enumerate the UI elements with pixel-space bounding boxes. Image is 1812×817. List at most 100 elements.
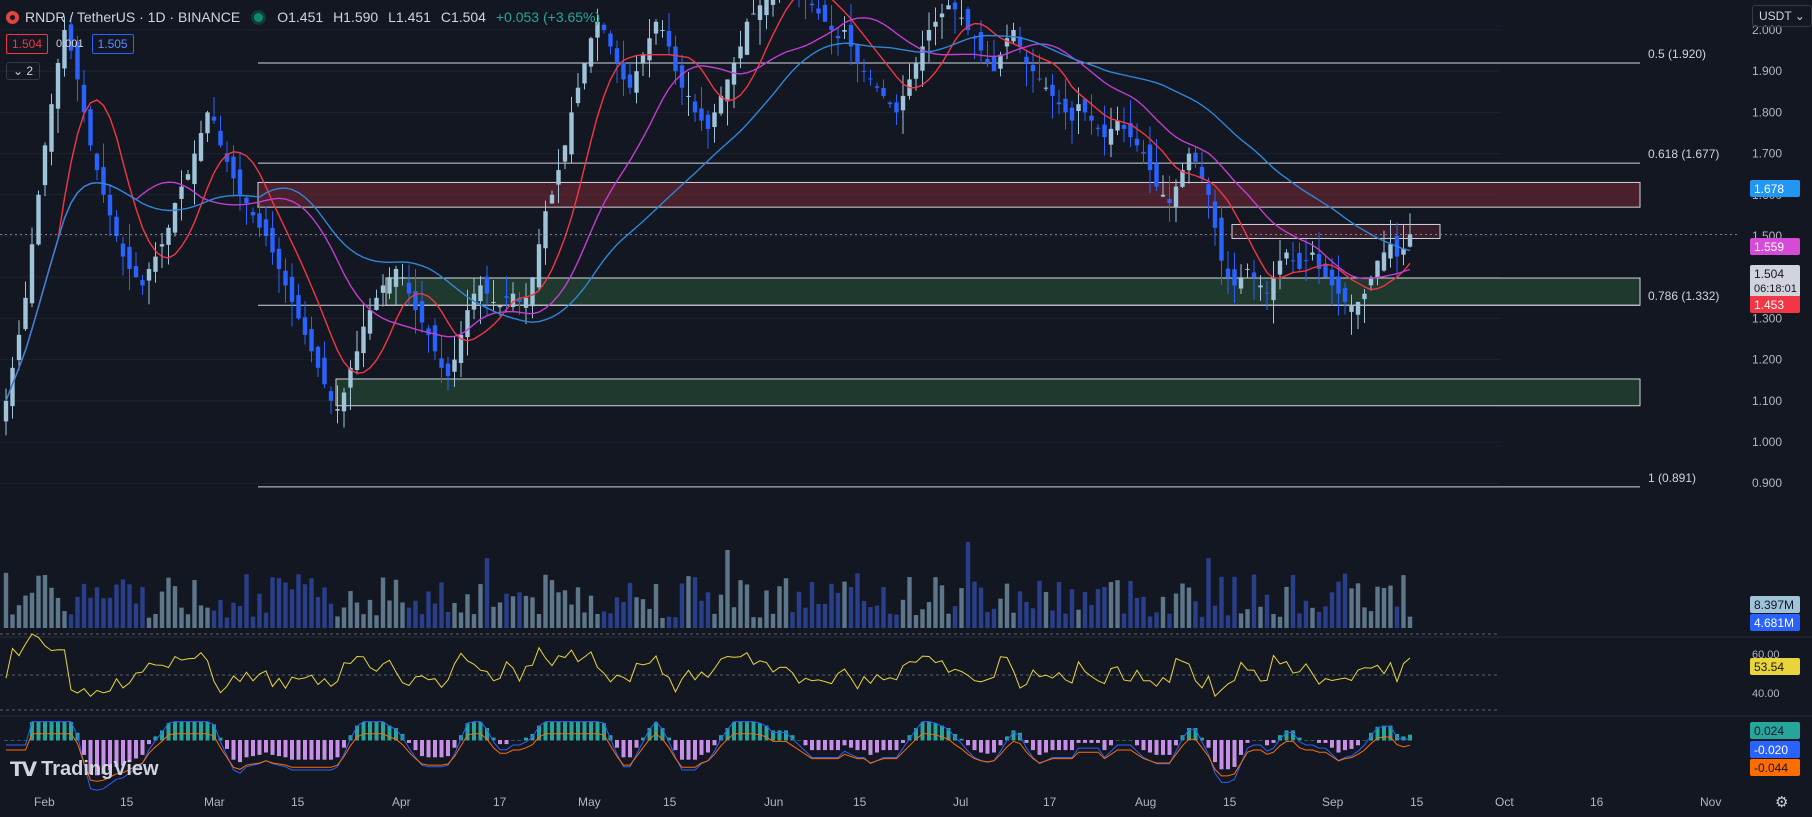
- candle: [81, 84, 87, 113]
- volume-bar: [1108, 582, 1114, 628]
- candle: [816, 8, 821, 14]
- volume-bar: [452, 602, 457, 628]
- candle: [413, 291, 418, 311]
- volume-bar: [257, 593, 262, 628]
- fib-label: 1 (0.891): [1648, 471, 1696, 485]
- candle: [393, 268, 399, 287]
- candle: [855, 44, 860, 63]
- macd-histogram-bar: [647, 728, 652, 741]
- volume-bar: [855, 573, 860, 628]
- candle: [614, 48, 620, 63]
- moving-average-line: [5, 0, 1411, 402]
- indicators-toggle-button[interactable]: ⌄ 2: [6, 62, 41, 80]
- volume-bar: [127, 584, 132, 628]
- currency-select[interactable]: USDT ⌄: [1752, 5, 1812, 27]
- volume-bar: [770, 613, 776, 628]
- candle: [510, 293, 516, 308]
- price-axis[interactable]: 2.0001.9001.8001.7001.6001.5001.4001.300…: [1752, 23, 1782, 700]
- candle: [1050, 84, 1055, 96]
- fib-label: 0.786 (1.332): [1648, 289, 1719, 303]
- candle: [23, 297, 28, 330]
- candle: [1284, 252, 1289, 259]
- candle: [133, 266, 139, 278]
- volume-bar: [562, 590, 568, 628]
- candle: [1271, 277, 1276, 301]
- candle: [569, 112, 574, 155]
- macd-histogram-bar: [524, 737, 528, 741]
- candle: [1082, 98, 1088, 113]
- gear-icon[interactable]: ⚙: [1775, 794, 1789, 811]
- volume-bar: [419, 614, 425, 628]
- macd-histogram-bar: [478, 722, 483, 741]
- macd-value-label-box: [1750, 741, 1800, 758]
- candle: [1219, 217, 1224, 261]
- candle: [36, 194, 41, 245]
- volume-bar: [94, 587, 100, 628]
- candle: [705, 114, 711, 129]
- volume-bar: [1381, 587, 1387, 628]
- time-tick-label: Feb: [34, 795, 55, 809]
- volume-bar: [582, 612, 587, 628]
- candle: [1388, 244, 1393, 259]
- volume-bar: [692, 577, 698, 628]
- macd-histogram-bar: [1109, 740, 1113, 746]
- macd-histogram-bar: [615, 740, 619, 748]
- candle: [75, 41, 80, 80]
- macd-histogram-bar: [1193, 728, 1198, 741]
- volume-bar: [198, 605, 204, 628]
- macd-histogram-bar: [1382, 725, 1386, 741]
- market-status-icon[interactable]: [254, 12, 264, 22]
- volume-bar: [842, 581, 847, 628]
- macd-histogram-bar: [1245, 740, 1250, 743]
- volume-bar: [1407, 616, 1413, 628]
- macd-histogram-bar: [485, 728, 489, 741]
- volume-bar: [465, 594, 470, 628]
- macd-histogram-bar: [1317, 740, 1321, 743]
- candle: [1381, 252, 1387, 271]
- rsi-line: [5, 633, 1411, 698]
- volume-bar: [218, 599, 223, 628]
- volume-bar: [517, 592, 522, 628]
- macd-histogram-bar: [550, 722, 554, 741]
- sell-price-button[interactable]: 1.504: [6, 34, 49, 54]
- macd-histogram-bar: [1330, 740, 1334, 748]
- candle: [192, 153, 197, 185]
- macd-histogram-bar: [1174, 740, 1178, 746]
- volume-bar: [88, 597, 93, 628]
- volume-bar: [939, 585, 945, 628]
- volume-bar: [614, 597, 620, 628]
- axis-price-labels: 1.678 1.559 1.504 06:18:01 1.453 8.397M 4.681M…: [0, 180, 1800, 776]
- volume-ma-label: 4.681M: [1754, 616, 1794, 630]
- macd-histogram-bar: [1252, 740, 1256, 741]
- time-axis[interactable]: Feb 15 Mar 15 Apr 17 May 15 Jun 15 Jul 17 Aug 15 Sep 15…: [34, 795, 1721, 809]
- candle: [1141, 152, 1146, 154]
- volume-bar: [686, 576, 691, 628]
- macd-histogram-bar: [322, 740, 327, 760]
- volume-bar: [478, 584, 483, 628]
- candle: [627, 74, 633, 88]
- volume-bar: [1277, 616, 1283, 628]
- resistance-zone: [257, 181, 1641, 208]
- volume-bar: [192, 580, 197, 628]
- volume-bar: [985, 611, 990, 628]
- tradingview-logo[interactable]: 𝗧𝗩 TradingView: [10, 757, 159, 782]
- macd-histogram-bar: [823, 740, 827, 751]
- macd-histogram-bar: [1141, 740, 1146, 751]
- macd-histogram-bar: [1031, 740, 1035, 751]
- candle: [952, 2, 958, 10]
- buy-price-button[interactable]: 1.505: [91, 34, 134, 54]
- volume-bar: [146, 617, 152, 628]
- volume-bar: [432, 603, 438, 628]
- macd-pane: [4, 720, 1412, 791]
- candle: [1128, 123, 1133, 138]
- candle: [101, 167, 106, 195]
- macd-histogram-bar: [582, 722, 587, 741]
- symbol-title[interactable]: RNDR / TetherUS · 1D · BINANCE: [25, 9, 241, 25]
- candle: [497, 306, 503, 308]
- candle: [1102, 124, 1107, 138]
- candle: [341, 392, 347, 412]
- macd-histogram-bar: [628, 740, 632, 758]
- rndr-logo-icon: [6, 10, 19, 24]
- moving-averages: [5, 0, 1411, 402]
